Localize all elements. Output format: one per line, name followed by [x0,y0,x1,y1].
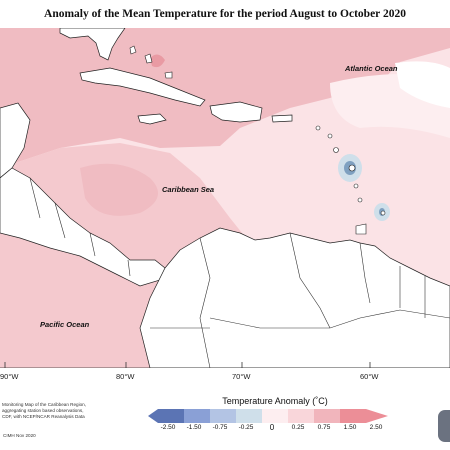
land-puerto-rico [271,114,293,123]
legend-swatch-1 [158,409,184,423]
legend-swatch-4 [236,409,262,423]
map-canvas [0,28,450,368]
land-island-4 [348,164,356,172]
land-bahamas-2 [144,53,153,64]
label-caribbean-sea: Caribbean Sea [162,185,215,194]
anomaly-zone-north [0,28,450,168]
footer-note: CIMH Nov 2020 [3,433,36,438]
border-ca-1 [29,177,41,219]
land-island-3 [333,147,339,153]
legend-arrow-right [366,409,388,423]
land-island-6 [357,197,363,203]
border-guyana [359,242,371,304]
border-ca-2 [54,202,66,239]
legend-color-bar [148,409,388,423]
legend-swatch-7 [314,409,340,423]
legend-tick: 0.25 [291,424,305,431]
land-island-7 [380,210,386,216]
border-ca-3 [89,232,96,257]
lon-label-60w: 60°W [360,372,379,381]
label-atlantic-ocean: Atlantic Ocean [345,64,398,73]
map-title: Anomaly of the Mean Temperature for the … [44,8,406,20]
land-trinidad [355,223,367,235]
legend-swatch-6 [288,409,314,423]
credits-line: Monitoring Map of the Caribbean Region, [2,402,87,407]
legend-swatch-2 [184,409,210,423]
credits-line: aggregating station based observations, [2,408,84,413]
land-jamaica [137,113,167,125]
land-florida [59,28,126,61]
label-pacific-ocean: Pacific Ocean [40,320,90,329]
land-island-5 [353,183,359,189]
anomaly-map [0,28,450,368]
legend-tick: -1.50 [186,424,202,431]
legend-tick: 0.75 [317,424,331,431]
legend-tick: -2.50 [160,424,176,431]
land-yucatan [0,102,31,179]
border-venezuela-brazil [289,232,331,329]
land-hispaniola [209,101,263,123]
anomaly-hotspot-bahamas [150,54,165,68]
border-colombia-venezuela [199,237,211,368]
land-island-1 [315,125,321,131]
anomaly-zone-atlantic-neutral [395,61,450,108]
legend-tick: -0.25 [238,424,254,431]
land-south-america [139,227,450,368]
legend-swatch-8 [340,409,366,423]
border-brazil [209,309,450,329]
legend-tick: 2.50 [369,424,383,431]
legend-swatch-5 [262,409,288,423]
legend-tick: 1.50 [343,424,357,431]
land-island-2 [327,133,333,139]
legend-tick: 0 [269,423,275,432]
anomaly-zone-central [80,163,158,216]
land-cuba [79,67,206,107]
lon-label-70w: 70°W [232,372,251,381]
legend-swatch-3 [210,409,236,423]
lon-label-90w: 90°W [0,372,19,381]
border-ca-4 [127,259,131,277]
lon-label-80w: 80°W [116,372,135,381]
legend-arrow-left [148,409,158,423]
land-bahamas-1 [129,45,137,55]
cimh-logo [438,410,450,442]
credits-text: Monitoring Map of the Caribbean Region, … [2,402,112,420]
legend-title: Temperature Anomaly (˚C) [222,396,328,406]
legend-tick: -0.75 [212,424,228,431]
land-bahamas-3 [164,71,173,79]
credits-line: CDF, with NCEP/NCAR Reanalysis Data [2,414,85,419]
